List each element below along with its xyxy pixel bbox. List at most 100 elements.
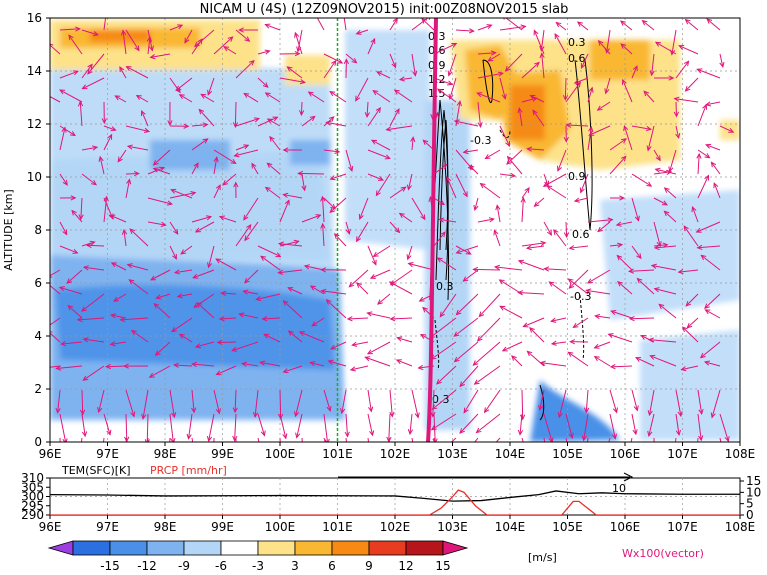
wind-vector — [193, 293, 215, 308]
wind-vector — [696, 244, 721, 251]
wind-vector — [287, 287, 303, 295]
wind-vector — [705, 143, 721, 151]
wind-vector — [697, 174, 710, 199]
wind-vector — [294, 31, 303, 55]
lower-x-tick-label: 104E — [495, 520, 526, 534]
wind-vector — [235, 29, 251, 42]
lower-x-ticks: 96E 97E 98E 99E 100E 101E 102E 103E 104E 105E 106E… — [39, 515, 755, 534]
wind-vector — [377, 293, 391, 305]
wind-vector — [144, 413, 150, 442]
wind-vector — [117, 149, 127, 163]
wind-vector — [573, 197, 589, 203]
wind-vector — [329, 90, 347, 103]
wind-vector — [697, 413, 704, 442]
wind-vector — [495, 204, 501, 223]
wind-vector — [81, 413, 88, 438]
wind-vector — [344, 413, 350, 438]
wind-vector — [631, 125, 653, 132]
wind-vector — [573, 77, 589, 85]
temp-series-label: TEM(SFC)[K] — [61, 464, 131, 477]
wind-vector — [433, 77, 454, 86]
wind-vector — [50, 284, 61, 295]
wind-vector — [630, 437, 633, 442]
wind-vector — [499, 125, 510, 148]
grid-lines — [50, 18, 740, 442]
wind-vector — [125, 171, 140, 177]
wind-vector — [180, 245, 193, 255]
wind-vector — [282, 147, 303, 153]
wind-vector — [191, 162, 199, 175]
wind-vector — [532, 109, 545, 127]
wind-vector — [152, 149, 171, 166]
wind-vector — [121, 228, 128, 247]
wind-vector — [114, 95, 127, 103]
wind-vector — [621, 78, 633, 103]
wind-vector — [128, 279, 149, 295]
wind-vector — [367, 245, 377, 266]
wind-vector — [125, 178, 132, 199]
wind-vector — [597, 40, 611, 55]
wind-vector — [539, 52, 545, 79]
wind-vector — [376, 71, 391, 79]
wind-vector — [673, 96, 699, 103]
wind-vector — [98, 155, 105, 175]
wind-vector — [293, 389, 303, 418]
wind-vector — [389, 108, 400, 127]
contour-label: 0.3 — [568, 36, 586, 49]
wind-vector — [686, 317, 699, 329]
wind-vector — [565, 81, 581, 103]
wind-vector — [406, 173, 413, 191]
wind-vector — [620, 43, 633, 55]
wind-vector — [218, 316, 237, 322]
wind-vector — [175, 77, 193, 92]
wind-vector — [649, 53, 655, 77]
wind-vector — [79, 389, 86, 416]
colorbar-cell — [220, 540, 259, 556]
wind-vector — [186, 413, 193, 440]
main-x-ticks: 96E 97E 98E 99E 100E 101E 102E 103E 104E 105E 106E… — [39, 442, 755, 461]
wind-vector — [459, 365, 479, 388]
wind-vector — [366, 341, 391, 355]
colorbar-tick-label: -9 — [178, 559, 190, 573]
wind-vector — [588, 125, 611, 136]
wind-vector — [677, 269, 699, 275]
wind-vector — [517, 259, 545, 271]
wind-vector — [194, 341, 215, 349]
wind-vector — [60, 341, 83, 347]
lower-y-tick-label-left: 295 — [21, 499, 44, 513]
wind-vector — [543, 413, 554, 442]
wind-vector — [59, 413, 68, 442]
wind-vector — [476, 92, 501, 103]
wind-vector — [563, 125, 569, 143]
wind-vector — [586, 437, 589, 442]
colorbar-tick-label: -12 — [137, 559, 157, 573]
wind-vector — [323, 59, 337, 79]
wind-vector — [257, 116, 279, 127]
wind-vector — [565, 122, 589, 128]
wind-vector — [593, 356, 611, 367]
wind-vector — [282, 192, 303, 199]
wind-vector — [393, 89, 413, 103]
wind-vector — [468, 164, 479, 175]
wind-vector — [81, 29, 100, 37]
wind-vector — [675, 413, 682, 437]
vector-column — [426, 18, 438, 442]
wind-vector — [169, 123, 190, 129]
wind-vector — [153, 303, 171, 319]
wind-vector — [557, 149, 567, 172]
wind-vector — [493, 264, 523, 271]
wind-vector — [196, 302, 215, 319]
wind-vector — [355, 29, 369, 35]
wind-vector — [257, 245, 282, 258]
wind-vector — [563, 221, 570, 239]
wind-vector — [232, 413, 238, 442]
colorbar-tick-label: -6 — [215, 559, 227, 573]
wind-vector — [433, 197, 446, 206]
wind-vector — [259, 360, 281, 367]
wind-vector — [567, 351, 589, 367]
wind-vector — [112, 293, 127, 302]
wind-vector — [499, 24, 527, 31]
wind-vector — [59, 126, 67, 151]
wind-vector — [282, 365, 303, 374]
